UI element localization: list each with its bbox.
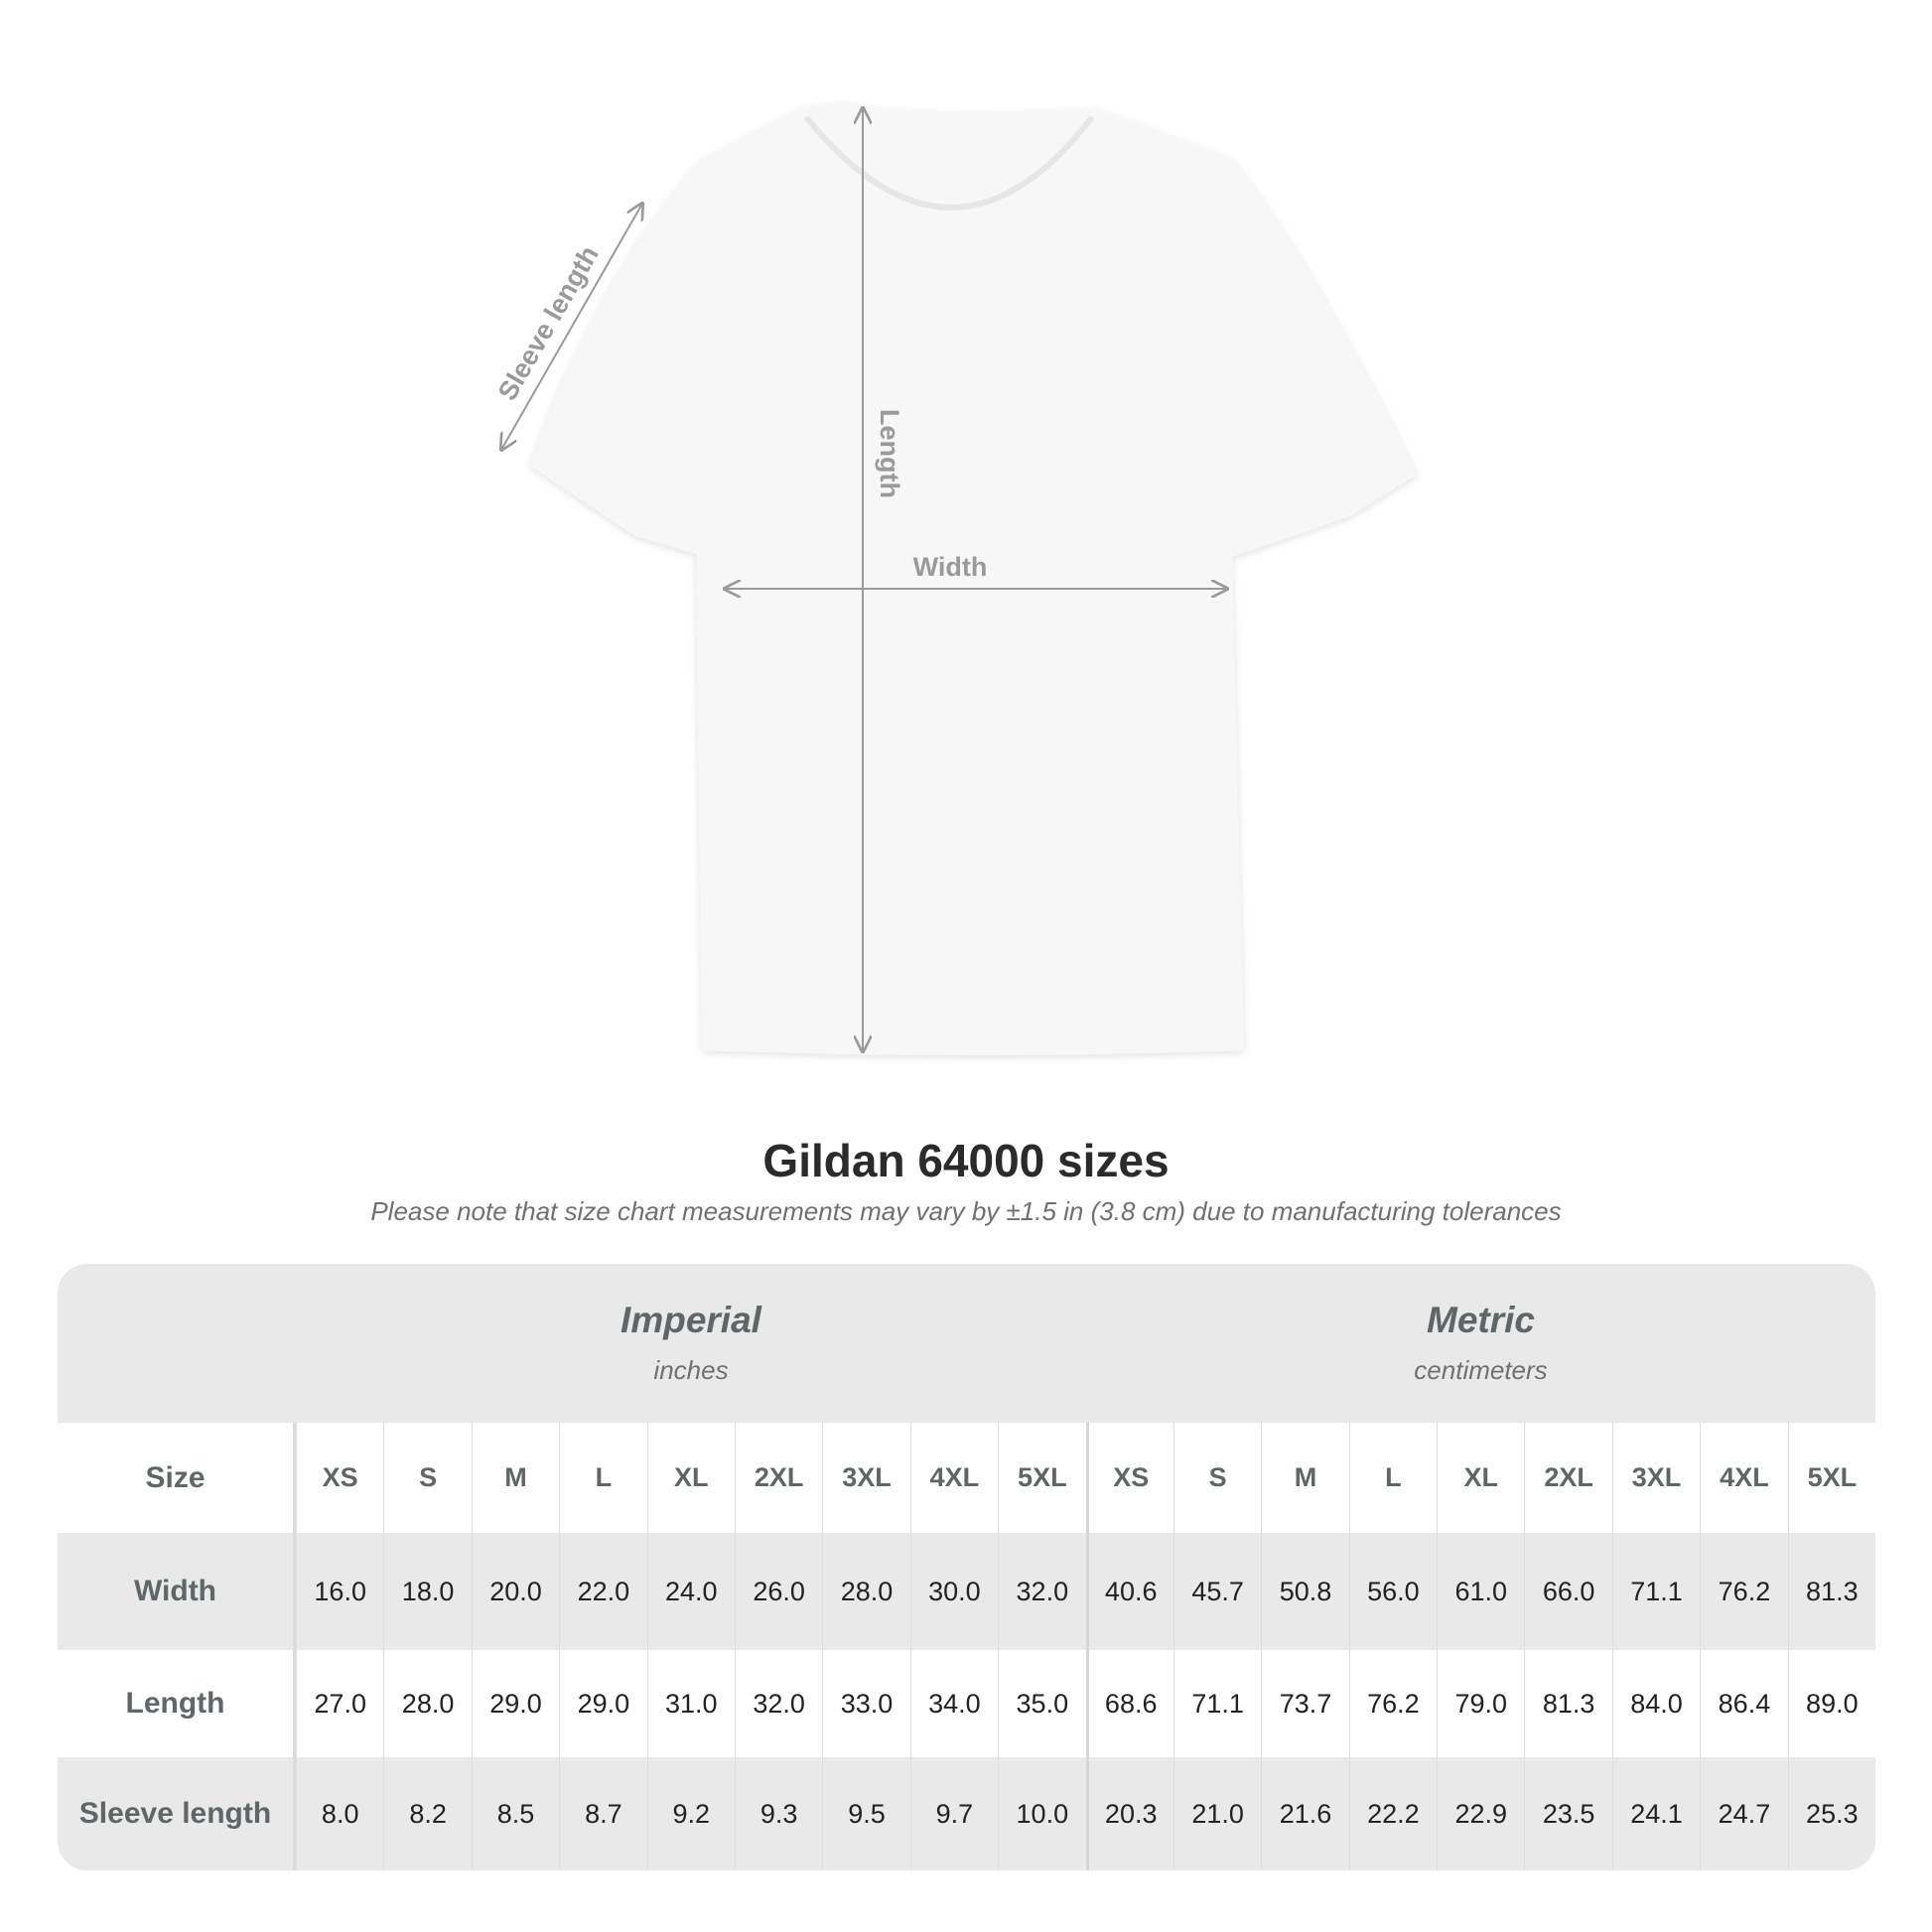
value-cell: 26.0: [734, 1533, 822, 1650]
size-header: 4XL: [909, 1423, 998, 1533]
value-cell: 84.0: [1611, 1650, 1700, 1757]
table-row: Sleeve length 8.0 8.2 8.5 8.7 9.2 9.3 9.5 9.7 10.…: [58, 1757, 1875, 1870]
value-cell: 22.2: [1348, 1757, 1437, 1870]
value-cell: 23.5: [1524, 1757, 1611, 1870]
value-cell: 32.0: [734, 1650, 822, 1757]
size-header: 2XL: [1524, 1423, 1611, 1533]
value-cell: 21.0: [1173, 1757, 1261, 1870]
value-cell: 30.0: [909, 1533, 998, 1650]
value-cell: 73.7: [1261, 1650, 1348, 1757]
tshirt-diagram: Length Width Sleeve length: [492, 103, 1417, 1055]
value-cell: 34.0: [909, 1650, 998, 1757]
value-cell: 20.0: [471, 1533, 559, 1650]
value-cell: 16.0: [296, 1533, 383, 1650]
value-cell: 81.3: [1787, 1533, 1875, 1650]
size-header: M: [1261, 1423, 1348, 1533]
value-cell: 71.1: [1611, 1533, 1700, 1650]
value-cell: 45.7: [1173, 1533, 1261, 1650]
metric-title: Metric: [1427, 1300, 1535, 1340]
value-cell: 24.1: [1611, 1757, 1700, 1870]
tolerance-note: Please note that size chart measurements…: [370, 1196, 1562, 1226]
size-header: XS: [1085, 1423, 1173, 1533]
value-cell: 9.5: [822, 1757, 909, 1870]
tshirt-collar: [803, 115, 1095, 210]
value-cell: 8.2: [383, 1757, 471, 1870]
value-cell: 29.0: [471, 1650, 559, 1757]
size-header: XS: [296, 1423, 383, 1533]
tshirt-body: [530, 103, 1417, 1055]
value-cell: 61.0: [1437, 1533, 1524, 1650]
value-cell: 20.3: [1085, 1757, 1173, 1870]
value-cell: 76.2: [1348, 1650, 1437, 1757]
value-cell: 21.6: [1261, 1757, 1348, 1870]
value-cell: 31.0: [646, 1650, 735, 1757]
value-cell: 9.2: [646, 1757, 735, 1870]
value-cell: 81.3: [1524, 1650, 1611, 1757]
value-cell: 9.3: [734, 1757, 822, 1870]
table-row: Length 27.0 28.0 29.0 29.0 31.0 32.0 33.0 34.0 35…: [58, 1650, 1875, 1757]
value-cell: 24.0: [646, 1533, 735, 1650]
size-header: 2XL: [734, 1423, 822, 1533]
size-label: Size: [58, 1423, 296, 1533]
value-cell: 8.0: [296, 1757, 383, 1870]
value-cell: 28.0: [383, 1650, 471, 1757]
value-cell: 22.9: [1437, 1757, 1524, 1870]
value-cell: 35.0: [998, 1650, 1085, 1757]
imperial-unit: inches: [653, 1355, 729, 1385]
value-cell: 71.1: [1173, 1650, 1261, 1757]
size-header: S: [383, 1423, 471, 1533]
size-header: 3XL: [1611, 1423, 1700, 1533]
row-label: Length: [58, 1650, 296, 1757]
value-cell: 76.2: [1700, 1533, 1787, 1650]
page-title: Gildan 64000 sizes: [762, 1135, 1170, 1186]
sleeve-arrow: [501, 204, 642, 450]
value-cell: 50.8: [1261, 1533, 1348, 1650]
value-cell: 22.0: [559, 1533, 646, 1650]
value-cell: 56.0: [1348, 1533, 1437, 1650]
value-cell: 24.7: [1700, 1757, 1787, 1870]
size-header: 3XL: [822, 1423, 909, 1533]
value-cell: 10.0: [998, 1757, 1085, 1870]
value-cell: 29.0: [559, 1650, 646, 1757]
value-cell: 25.3: [1787, 1757, 1875, 1870]
size-header: XL: [1437, 1423, 1524, 1533]
size-header: L: [1348, 1423, 1437, 1533]
value-cell: 79.0: [1437, 1650, 1524, 1757]
value-cell: 8.5: [471, 1757, 559, 1870]
value-cell: 18.0: [383, 1533, 471, 1650]
imperial-title: Imperial: [621, 1300, 761, 1340]
value-cell: 27.0: [296, 1650, 383, 1757]
value-cell: 40.6: [1085, 1533, 1173, 1650]
size-header-row: Size XS S M L XL 2XL 3XL 4XL 5XL XS S M L XL 2XL 3XL 4XL 5…: [58, 1423, 1875, 1533]
value-cell: 66.0: [1524, 1533, 1611, 1650]
imperial-header: Imperial inches: [296, 1264, 1086, 1423]
metric-header: Metric centimeters: [1086, 1264, 1875, 1423]
value-cell: 9.7: [909, 1757, 998, 1870]
value-cell: 33.0: [822, 1650, 909, 1757]
value-cell: 28.0: [822, 1533, 909, 1650]
width-label: Width: [913, 552, 988, 582]
row-label: Width: [58, 1533, 296, 1650]
value-cell: 68.6: [1085, 1650, 1173, 1757]
size-header: L: [559, 1423, 646, 1533]
row-label: Sleeve length: [58, 1757, 296, 1870]
size-header: 5XL: [1787, 1423, 1875, 1533]
size-header: 4XL: [1700, 1423, 1787, 1533]
size-table: Imperial inches Metric centimeters Size X…: [58, 1264, 1875, 1870]
value-cell: 8.7: [559, 1757, 646, 1870]
size-header: M: [471, 1423, 559, 1533]
size-header: XL: [646, 1423, 735, 1533]
value-cell: 89.0: [1787, 1650, 1875, 1757]
size-header: 5XL: [998, 1423, 1085, 1533]
size-header: S: [1173, 1423, 1261, 1533]
value-cell: 86.4: [1700, 1650, 1787, 1757]
metric-unit: centimeters: [1414, 1355, 1548, 1385]
length-label: Length: [875, 409, 904, 498]
table-row: Width 16.0 18.0 20.0 22.0 24.0 26.0 28.0 30.0 32.…: [58, 1533, 1875, 1650]
value-cell: 32.0: [998, 1533, 1085, 1650]
